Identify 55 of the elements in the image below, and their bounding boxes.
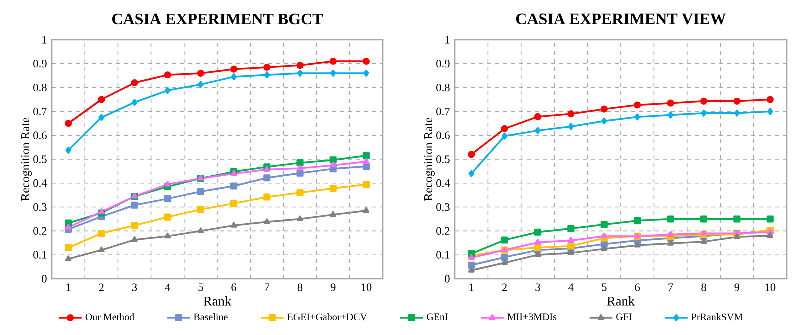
x-tick-label: 3 <box>132 284 138 292</box>
x-tick-label: 1 <box>66 284 71 292</box>
y-tick-label: 0.9 <box>436 60 450 68</box>
x-tick-label: 3 <box>536 284 540 292</box>
x-tick-label: 7 <box>668 284 674 292</box>
legend-label: MII+3MDIs <box>508 314 557 320</box>
legend-label: PrRankSVM <box>692 314 743 321</box>
legend-label: Baseline <box>194 314 228 321</box>
y-tick-label: 0.2 <box>436 227 450 236</box>
x-tick-label: 9 <box>330 284 336 292</box>
chart-title: CASIA EXPERIMENT BGCT <box>112 14 324 25</box>
x-tick-label: 8 <box>702 284 706 292</box>
x-tick-label: 10 <box>362 284 372 292</box>
y-tick-label: 0 <box>42 275 47 283</box>
y-tick-label: 0.7 <box>436 108 450 116</box>
x-tick-label: 4 <box>165 284 171 292</box>
y-tick-label: 0.1 <box>436 251 450 259</box>
y-tick-label: 1 <box>42 36 47 44</box>
y-tick-label: 0.6 <box>436 132 450 140</box>
y-tick-label: 1 <box>446 36 450 44</box>
x-tick-label: 7 <box>265 284 270 292</box>
x-tick-label: 10 <box>766 284 776 292</box>
x-tick-label: 4 <box>568 284 574 292</box>
x-tick-label: 5 <box>198 284 204 292</box>
x-tick-label: 1 <box>470 284 474 292</box>
x-tick-label: 6 <box>232 284 237 292</box>
y-tick-label: 0.3 <box>34 203 47 212</box>
y-tick-label: 0.6 <box>34 132 47 140</box>
x-tick-label: 6 <box>635 284 640 292</box>
chart-title: CASIA EXPERIMENT VIEW <box>516 14 726 25</box>
x-tick-label: 9 <box>734 284 740 292</box>
y-tick-label: 0.8 <box>436 84 450 92</box>
x-tick-label: 8 <box>298 284 303 292</box>
legend-label: GFI <box>616 314 632 320</box>
y-tick-label: 0.5 <box>436 156 450 164</box>
x-tick-label: 2 <box>502 284 508 292</box>
y-tick-label: 0.9 <box>34 60 47 68</box>
y-tick-label: 0.8 <box>34 84 47 92</box>
y-tick-label: 0.3 <box>436 203 450 212</box>
x-tick-label: 2 <box>99 284 104 292</box>
y-tick-label: 0.4 <box>34 180 48 188</box>
x-tick-label: 5 <box>602 284 607 292</box>
y-tick-label: 0.5 <box>34 156 47 164</box>
x-axis-title: Rank <box>607 296 636 306</box>
y-tick-label: 0.7 <box>34 108 47 116</box>
y-tick-label: 0 <box>445 275 450 283</box>
y-tick-label: 0.4 <box>436 180 450 188</box>
y-axis-title: Recognition Rate <box>21 118 32 201</box>
x-axis-title: Rank <box>204 296 232 306</box>
legend-label: Our Method <box>86 314 134 321</box>
y-tick-label: 0.1 <box>34 251 47 259</box>
y-axis-title: Recognition Rate <box>424 118 435 201</box>
y-tick-label: 0.2 <box>34 227 47 236</box>
legend-label: EGEI+Gabor+DCV <box>288 314 368 321</box>
legend-label: GEnI <box>427 314 448 320</box>
